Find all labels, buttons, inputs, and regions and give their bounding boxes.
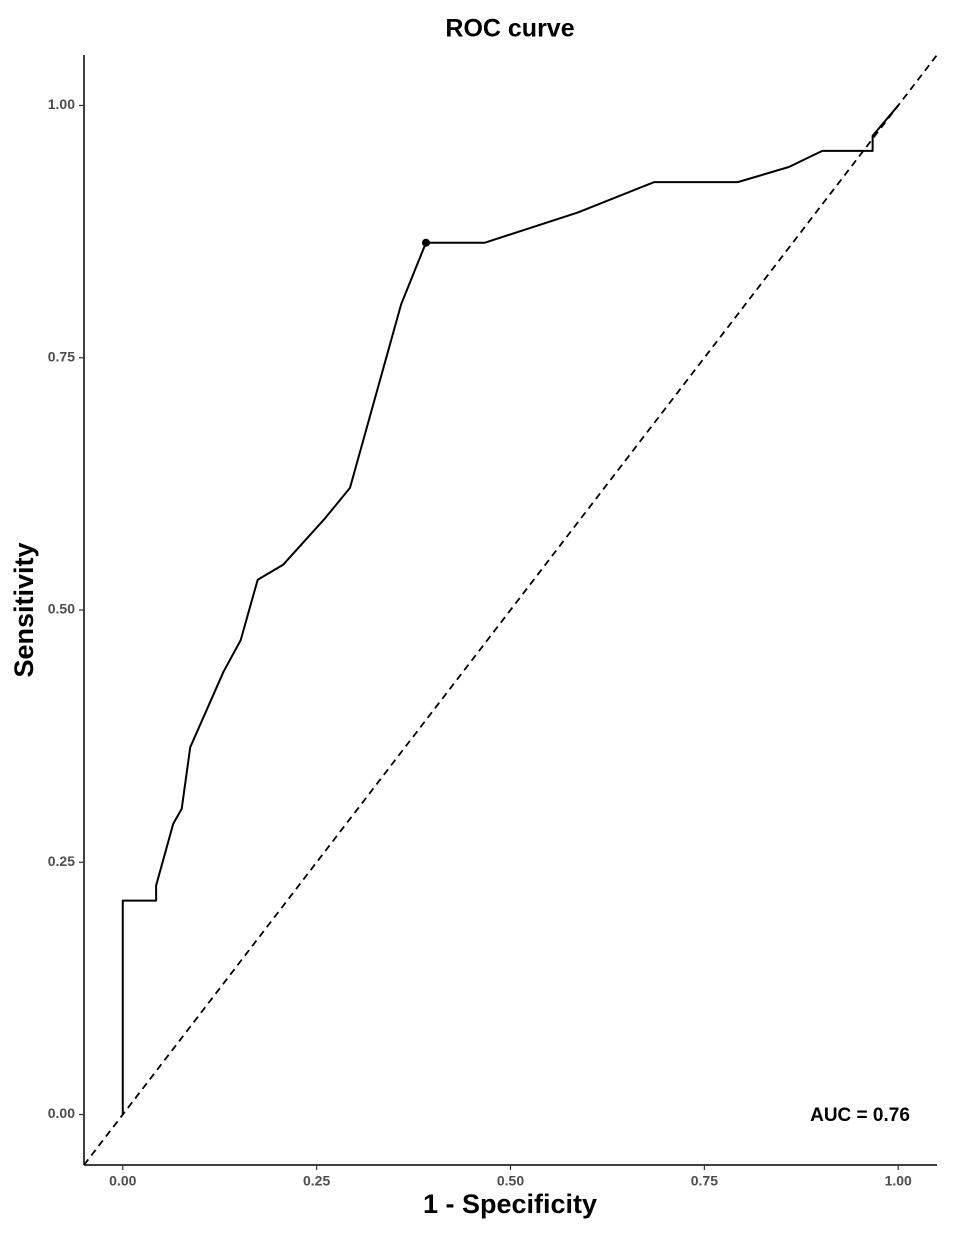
x-tick-label: 0.50 [497,1173,524,1189]
y-tick-label: 0.25 [48,853,75,869]
y-tick-label: 0.75 [48,348,75,364]
y-tick-label: 0.50 [48,601,75,617]
annotation: AUC = 0.76 [810,1105,910,1126]
chart-title: ROC curve [445,15,574,43]
reference-line [83,54,938,1166]
roc-line [121,104,899,1115]
x-tick-label: 0.75 [691,1173,718,1189]
y-axis-title: Sensitivity [9,542,39,677]
highlight-point [421,238,430,247]
x-tick-label: 0.00 [109,1173,136,1189]
y-tick-label: 0.00 [48,1105,75,1121]
x-axis-title: 1 - Specificity [423,1189,597,1219]
y-tick-label: 1.00 [48,96,75,112]
x-tick-label: 0.25 [303,1173,330,1189]
x-tick-label: 1.00 [885,1173,912,1189]
